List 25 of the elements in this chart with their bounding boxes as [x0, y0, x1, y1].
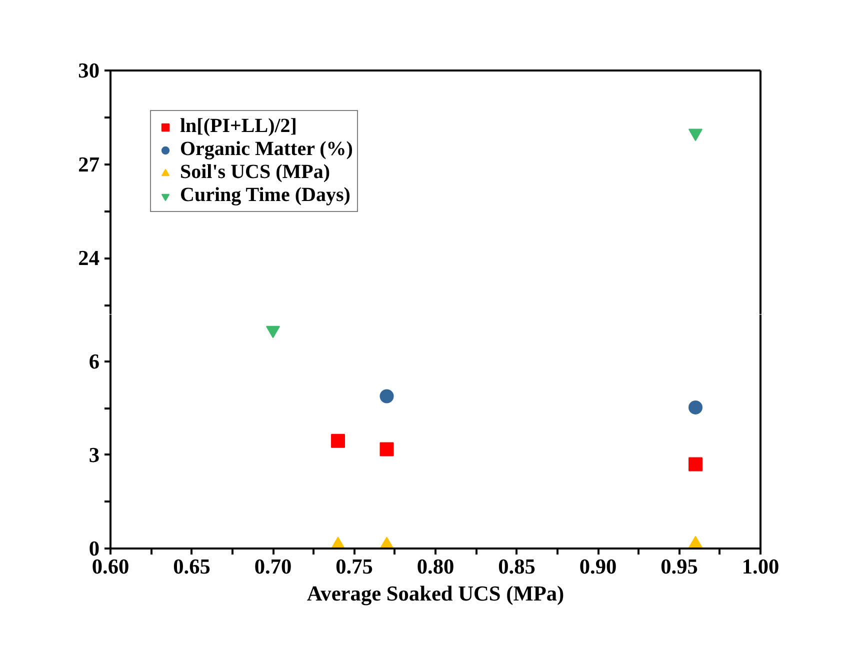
legend-label: Soil's UCS (MPa)	[180, 161, 330, 184]
point	[380, 389, 394, 404]
point	[688, 400, 702, 414]
x-tick-label: 1.00	[742, 554, 780, 578]
legend-label: ln[(PI+LL)/2]	[180, 115, 297, 138]
y-tick-label: 27	[78, 152, 100, 176]
x-tick-label: 0.85	[498, 554, 536, 578]
point	[688, 457, 702, 472]
x-tick-label: 0.65	[173, 554, 210, 578]
x-tick-label: 0.90	[579, 554, 617, 578]
x-tick-label: 0.95	[660, 554, 698, 578]
legend-label: Curing Time (Days)	[180, 184, 350, 207]
point	[688, 536, 702, 548]
y-tick-label: 24	[78, 246, 100, 270]
x-tick-label: 0.70	[254, 554, 292, 578]
point	[266, 326, 280, 338]
y-tick-label: 3	[88, 442, 100, 467]
y-tick-label: 30	[78, 58, 100, 82]
legend-label: Organic Matter (%)	[180, 138, 353, 161]
x-axis-title: Average Soaked UCS (MPa)	[306, 582, 564, 606]
point	[331, 434, 345, 448]
y-tick-label: 6	[88, 349, 100, 374]
x-tick-label: 0.75	[336, 554, 373, 578]
x-tick-label: 0.80	[416, 554, 454, 578]
point	[380, 442, 394, 456]
